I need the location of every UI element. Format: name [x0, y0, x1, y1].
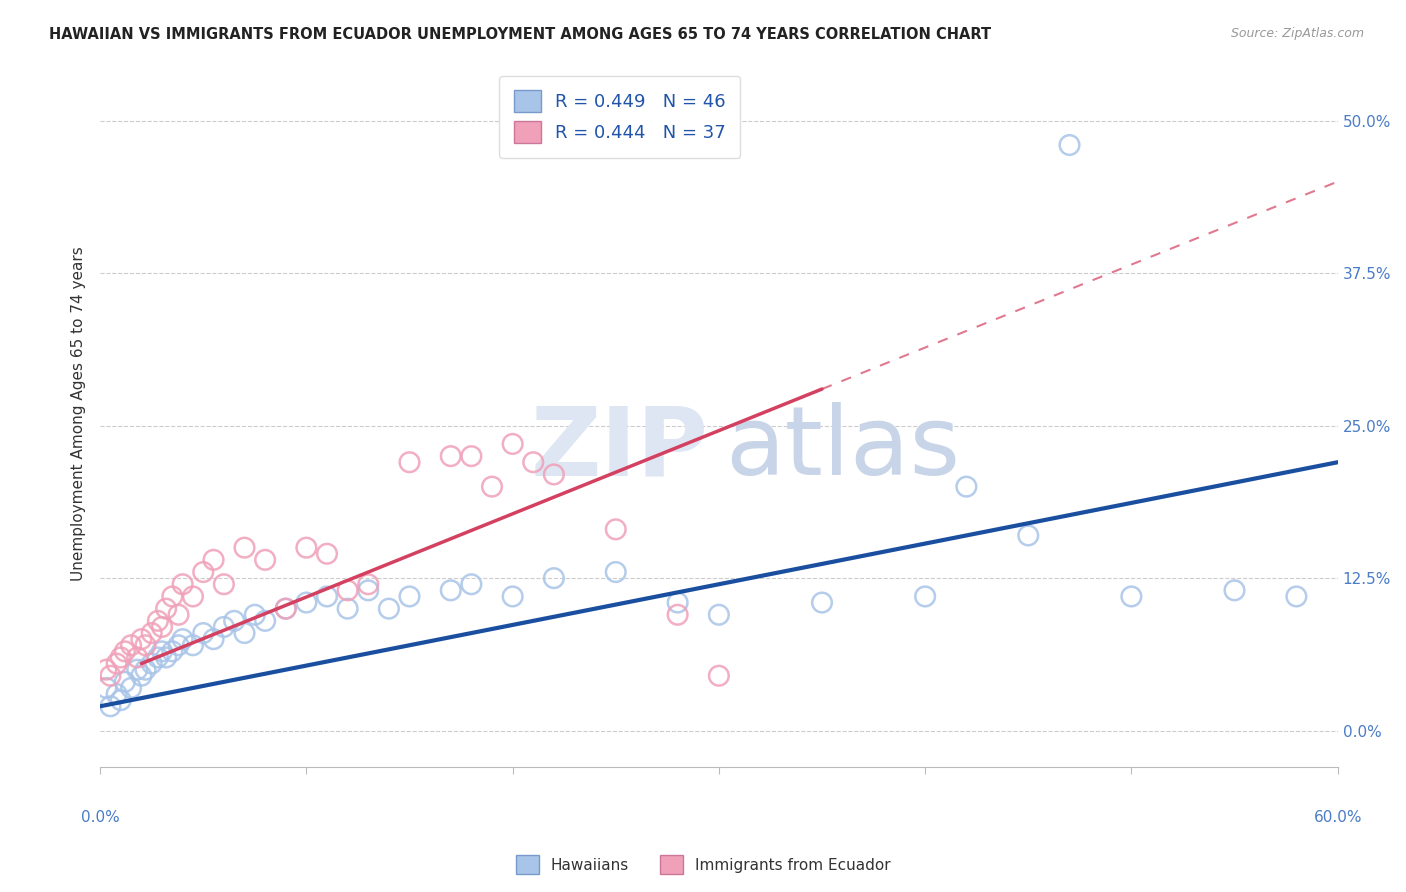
Text: 60.0%: 60.0%: [1313, 810, 1362, 825]
Point: [357, 577, 380, 591]
Text: Source: ZipAtlas.com: Source: ZipAtlas.com: [1230, 27, 1364, 40]
Point: [127, 663, 149, 677]
Point: [181, 590, 204, 604]
Point: [378, 601, 401, 615]
Point: [233, 541, 256, 555]
Point: [336, 583, 359, 598]
Point: [172, 632, 194, 647]
Point: [127, 650, 149, 665]
Point: [172, 577, 194, 591]
Point: [357, 583, 380, 598]
Point: [1223, 583, 1246, 598]
Point: [1285, 590, 1308, 604]
Point: [605, 522, 627, 536]
Point: [243, 607, 266, 622]
Point: [224, 614, 246, 628]
Point: [155, 650, 177, 665]
Point: [1059, 138, 1081, 153]
Text: HAWAIIAN VS IMMIGRANTS FROM ECUADOR UNEMPLOYMENT AMONG AGES 65 TO 74 YEARS CORRE: HAWAIIAN VS IMMIGRANTS FROM ECUADOR UNEM…: [49, 27, 991, 42]
Point: [543, 571, 565, 585]
Point: [955, 480, 977, 494]
Text: atlas: atlas: [725, 402, 960, 495]
Point: [114, 644, 136, 658]
Point: [398, 455, 420, 469]
Point: [181, 638, 204, 652]
Text: 0.0%: 0.0%: [80, 810, 120, 825]
Point: [146, 650, 169, 665]
Point: [212, 577, 235, 591]
Point: [162, 590, 184, 604]
Point: [96, 681, 118, 695]
Y-axis label: Unemployment Among Ages 65 to 74 years: Unemployment Among Ages 65 to 74 years: [72, 246, 86, 581]
Point: [254, 614, 277, 628]
Point: [202, 632, 225, 647]
Point: [295, 541, 318, 555]
Point: [605, 565, 627, 579]
Point: [146, 614, 169, 628]
Point: [666, 607, 689, 622]
Point: [1121, 590, 1143, 604]
Point: [134, 663, 156, 677]
Point: [96, 663, 118, 677]
Legend: Hawaiians, Immigrants from Ecuador: Hawaiians, Immigrants from Ecuador: [509, 849, 897, 880]
Point: [105, 657, 128, 671]
Legend: R = 0.449   N = 46, R = 0.444   N = 37: R = 0.449 N = 46, R = 0.444 N = 37: [499, 76, 741, 158]
Point: [212, 620, 235, 634]
Point: [707, 607, 730, 622]
Point: [1017, 528, 1039, 542]
Point: [502, 437, 524, 451]
Point: [150, 620, 173, 634]
Point: [811, 596, 834, 610]
Point: [233, 626, 256, 640]
Point: [481, 480, 503, 494]
Point: [336, 601, 359, 615]
Point: [131, 669, 153, 683]
Point: [114, 674, 136, 689]
Point: [316, 590, 339, 604]
Point: [134, 638, 156, 652]
Point: [150, 644, 173, 658]
Point: [120, 638, 142, 652]
Point: [274, 601, 297, 615]
Point: [707, 669, 730, 683]
Point: [440, 583, 463, 598]
Point: [440, 449, 463, 463]
Point: [914, 590, 936, 604]
Point: [398, 590, 420, 604]
Point: [141, 626, 163, 640]
Point: [502, 590, 524, 604]
Point: [274, 601, 297, 615]
Point: [141, 657, 163, 671]
Point: [131, 632, 153, 647]
Point: [295, 596, 318, 610]
Point: [254, 553, 277, 567]
Point: [193, 626, 215, 640]
Point: [460, 449, 482, 463]
Point: [110, 693, 132, 707]
Point: [460, 577, 482, 591]
Point: [167, 607, 190, 622]
Point: [120, 681, 142, 695]
Text: ZIP: ZIP: [531, 402, 709, 495]
Point: [110, 650, 132, 665]
Point: [202, 553, 225, 567]
Point: [100, 669, 122, 683]
Point: [543, 467, 565, 482]
Point: [167, 638, 190, 652]
Point: [522, 455, 544, 469]
Point: [105, 687, 128, 701]
Point: [155, 601, 177, 615]
Point: [193, 565, 215, 579]
Point: [100, 699, 122, 714]
Point: [666, 596, 689, 610]
Point: [316, 547, 339, 561]
Point: [162, 644, 184, 658]
